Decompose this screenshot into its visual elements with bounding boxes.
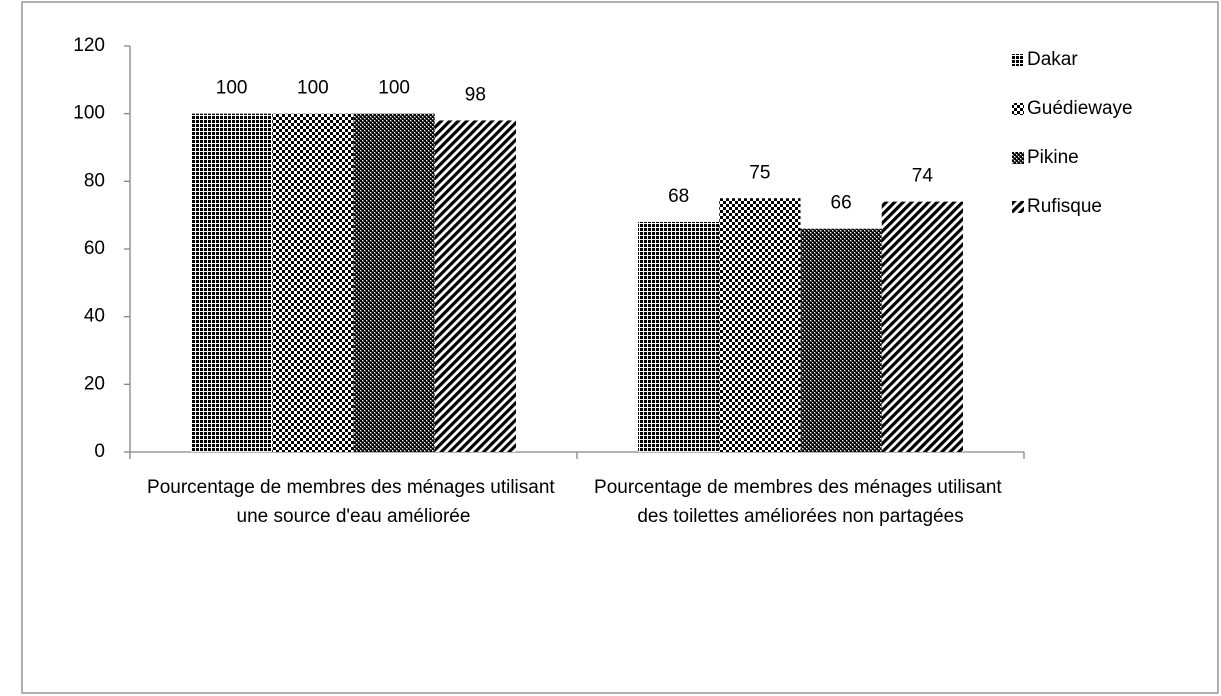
bar <box>353 113 435 453</box>
data-label: 100 <box>297 78 329 99</box>
data-label: 75 <box>749 162 770 183</box>
x-tick-label-line: une source d'eau améliorée <box>237 506 471 527</box>
bar <box>191 113 273 453</box>
data-label: 98 <box>465 84 486 105</box>
y-tick-label: 80 <box>84 170 105 191</box>
legend-swatch <box>1012 103 1024 115</box>
x-tick-label: Pourcentage de membres des ménages utili… <box>147 477 560 527</box>
data-label: 66 <box>831 193 852 214</box>
legend-label: Rufisque <box>1027 196 1102 217</box>
y-tick-label: 60 <box>84 238 105 259</box>
y-tick-label: 40 <box>84 306 105 327</box>
y-tick-label: 20 <box>84 373 105 394</box>
bar <box>638 221 720 452</box>
bar <box>272 113 354 453</box>
y-tick-label: 120 <box>73 35 105 56</box>
y-tick-label: 100 <box>73 103 105 124</box>
bar <box>719 198 801 452</box>
legend-swatch <box>1012 201 1024 213</box>
legend-swatch <box>1012 152 1024 164</box>
legend-swatch <box>1012 54 1024 66</box>
bar <box>881 201 963 452</box>
x-tick-label-line: Pourcentage de membres des ménages utili… <box>594 477 1007 498</box>
legend-label: Pikine <box>1027 147 1079 168</box>
bar <box>800 228 882 452</box>
legend-label: Dakar <box>1027 49 1078 70</box>
y-tick-label: 0 <box>94 441 105 462</box>
data-label: 74 <box>912 166 934 187</box>
x-tick-label: Pourcentage de membres des ménages utili… <box>594 477 1007 527</box>
bar <box>434 120 516 452</box>
x-tick-label-line: des toilettes améliorées non partagées <box>637 506 963 527</box>
data-label: 100 <box>216 78 248 99</box>
data-label: 100 <box>378 78 410 99</box>
x-tick-label-line: Pourcentage de membres des ménages utili… <box>147 477 560 498</box>
legend-label: Guédiewaye <box>1027 98 1133 119</box>
data-label: 68 <box>668 186 689 207</box>
